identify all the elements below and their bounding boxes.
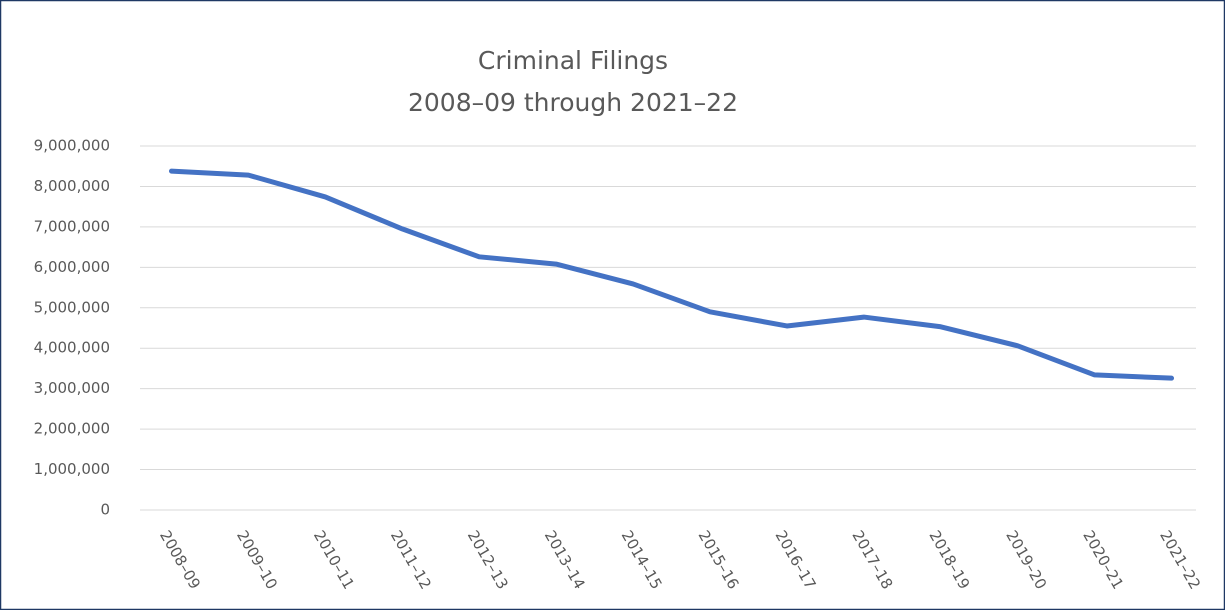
y-tick-label: 9,000,000: [34, 137, 110, 155]
y-tick-label: 2,000,000: [34, 420, 110, 438]
y-tick-label: 4,000,000: [34, 339, 110, 357]
y-tick-label: 7,000,000: [34, 217, 110, 235]
y-tick-label: 3,000,000: [34, 379, 110, 397]
y-tick-label: 8,000,000: [34, 177, 110, 195]
data-line: [168, 168, 1175, 381]
chart-subtitle: 2008–09 through 2021–22: [408, 88, 738, 117]
chart-title: Criminal Filings: [478, 46, 668, 75]
y-tick-label: 6,000,000: [34, 258, 110, 276]
y-tick-label: 5,000,000: [34, 298, 110, 316]
y-tick-label: 1,000,000: [34, 460, 110, 478]
y-tick-label: 0: [100, 501, 110, 519]
